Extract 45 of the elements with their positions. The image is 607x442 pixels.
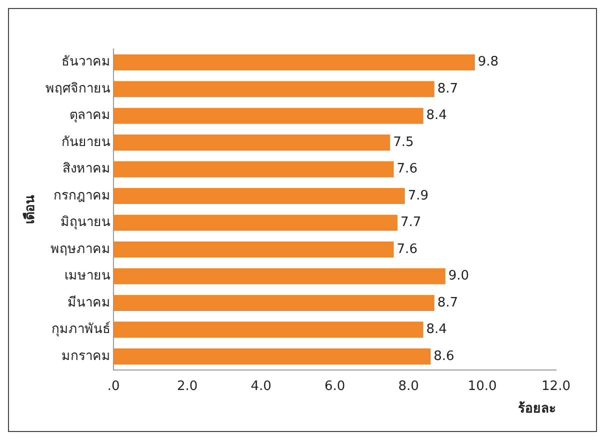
y-tick-label: พฤศจิกายน <box>46 81 111 96</box>
bar <box>114 322 424 338</box>
data-label: 8.6 <box>434 348 454 364</box>
data-label: 9.8 <box>478 54 499 70</box>
y-tick-label: ธันวาคม <box>62 54 111 70</box>
y-tick-label: มิถุนายน <box>60 215 111 230</box>
bar <box>114 241 394 258</box>
y-tick-label: มกราคม <box>62 348 111 364</box>
x-tick-label: 10.0 <box>468 378 497 394</box>
y-tick-label: กันยายน <box>62 134 111 150</box>
bar <box>114 268 446 284</box>
x-tick-label: 6.0 <box>324 378 346 394</box>
y-tick-label: เมษายน <box>64 268 111 284</box>
bar <box>114 348 431 364</box>
y-tick-label: ตุลาคม <box>70 108 111 124</box>
y-axis-title: เดือน <box>22 194 38 224</box>
x-tick-label: .0 <box>107 378 120 394</box>
data-label: 8.4 <box>426 108 447 124</box>
y-tick-label: สิงหาคม <box>62 162 111 177</box>
bar <box>114 294 434 311</box>
x-axis-title: ร้อยละ <box>518 400 556 417</box>
bar <box>114 161 394 178</box>
data-label: 7.5 <box>393 134 414 150</box>
bar <box>114 81 434 98</box>
data-label: 7.7 <box>400 215 422 230</box>
data-label: 7.9 <box>408 188 429 204</box>
data-label: 8.7 <box>437 295 458 310</box>
data-label: 7.6 <box>396 162 418 177</box>
y-tick-label: มีนาคม <box>68 294 111 310</box>
x-tick-label: 8.0 <box>398 378 419 394</box>
data-label: 8.7 <box>437 81 458 96</box>
bar <box>114 54 475 70</box>
y-tick-label: กุมภาพันธ์ <box>52 321 111 338</box>
y-tick-label: กรกฎาคม <box>54 188 111 204</box>
bar <box>114 188 405 204</box>
bar <box>114 134 390 151</box>
x-tick-label: 2.0 <box>176 378 198 394</box>
data-label: 8.4 <box>426 322 447 338</box>
x-tick-label: 4.0 <box>250 378 272 394</box>
y-tick-label: พฤษภาคม <box>50 242 111 257</box>
data-label: 9.0 <box>448 268 470 284</box>
bar <box>114 108 424 124</box>
data-label: 7.6 <box>396 242 418 257</box>
bar <box>114 214 398 231</box>
x-tick-label: 12.0 <box>542 378 570 394</box>
